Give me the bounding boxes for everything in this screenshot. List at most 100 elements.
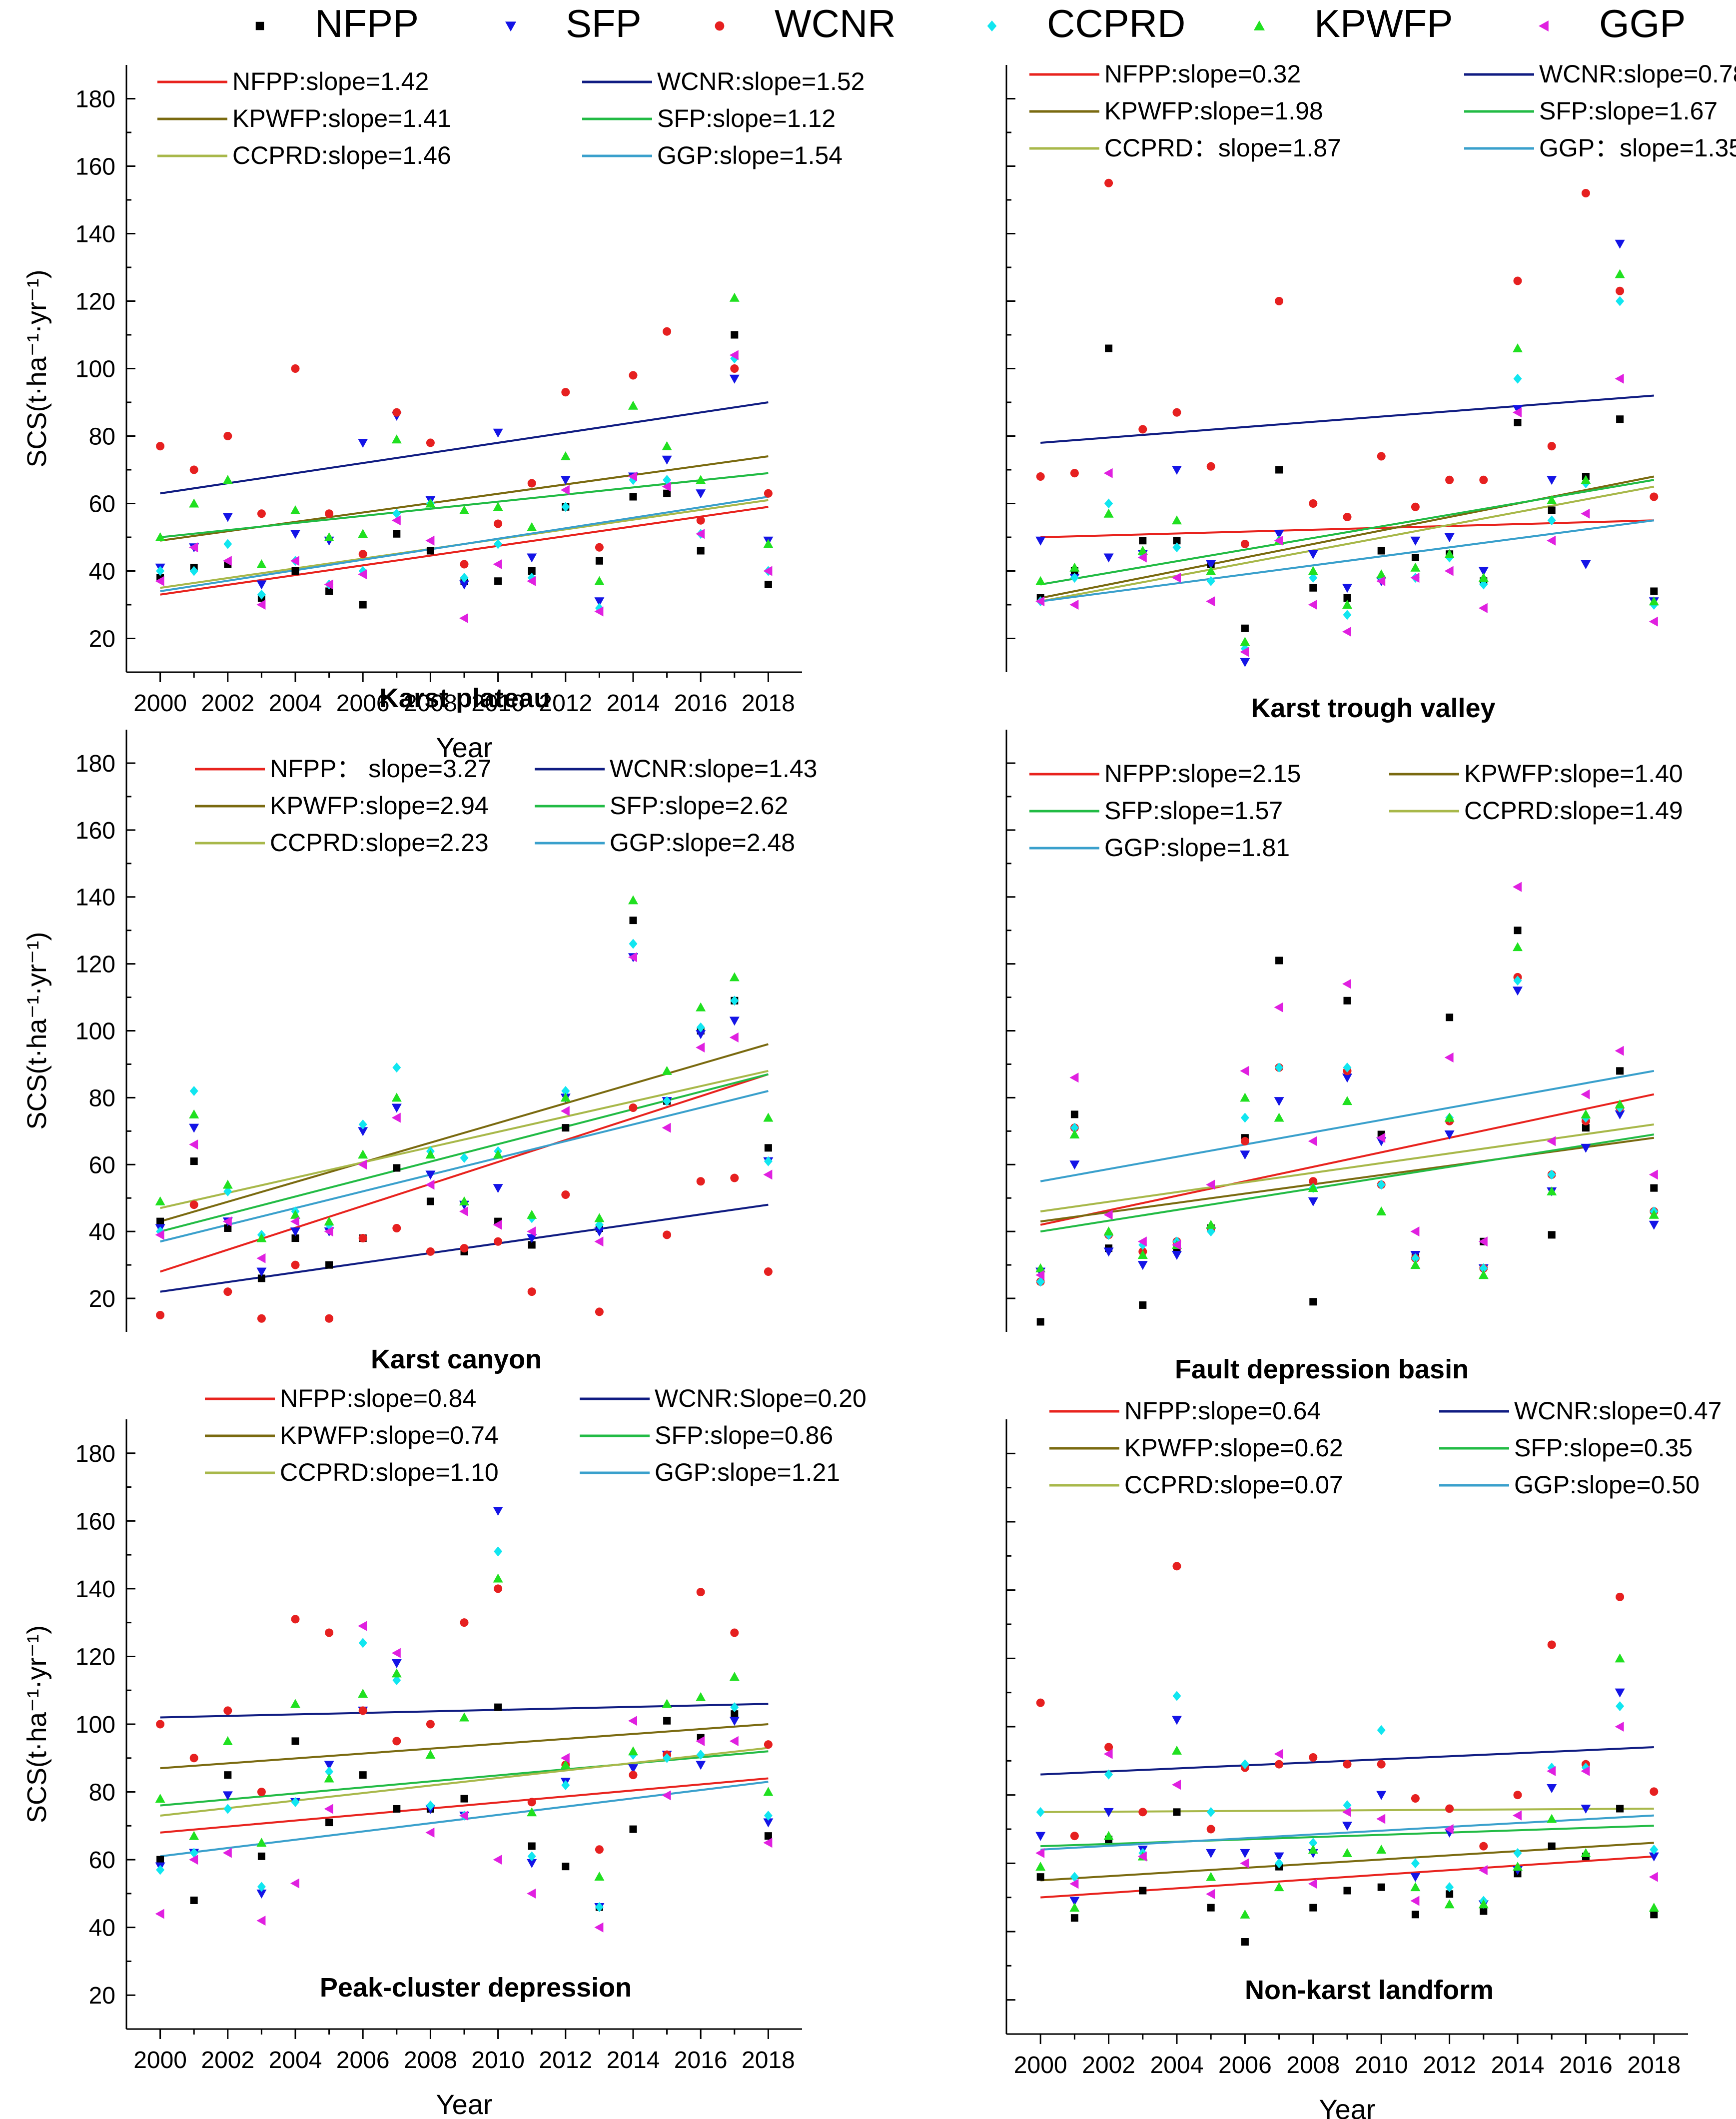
point-kpwfp: [324, 1216, 334, 1226]
trend-legend-label-wcnr: WCNR:Slope=0.20: [655, 1384, 867, 1412]
point-ccprd: [1275, 1858, 1284, 1869]
point-ccprd: [730, 1702, 739, 1713]
point-nfpp: [1548, 1842, 1556, 1850]
point-ggp: [1547, 1136, 1556, 1146]
point-wcnr: [629, 1771, 638, 1780]
point-wcnr: [764, 1740, 773, 1749]
point-nfpp: [426, 1197, 434, 1205]
legend-label-kpwfp: KPWFP: [1314, 1, 1453, 45]
trend-legend-label-ccprd: CCPRD:slope=2.23: [270, 829, 489, 857]
point-ggp: [560, 1753, 570, 1763]
point-kpwfp: [729, 1672, 740, 1681]
point-kpwfp: [628, 400, 638, 410]
trend-legend-label-ggp: GGP：slope=1.35: [1539, 134, 1736, 162]
point-wcnr: [730, 364, 739, 373]
point-nfpp: [1514, 927, 1522, 935]
point-nfpp: [460, 1795, 468, 1803]
point-nfpp: [257, 1274, 265, 1282]
point-nfpp: [291, 567, 299, 575]
y-tick-label: 80: [89, 1780, 115, 1806]
point-wcnr: [1616, 286, 1625, 295]
point-kpwfp: [155, 1196, 165, 1205]
point-nfpp: [1275, 466, 1283, 474]
trend-legend-label-nfpp: NFPP:slope=0.64: [1124, 1397, 1321, 1425]
point-ccprd: [1070, 1122, 1079, 1133]
point-ggp: [1513, 882, 1522, 892]
point-wcnr: [1377, 452, 1386, 461]
point-sfp: [391, 1103, 402, 1113]
point-ccprd: [257, 1882, 266, 1892]
point-ggp: [324, 579, 333, 590]
point-sfp: [1308, 550, 1318, 559]
point-nfpp: [629, 1825, 637, 1833]
point-kpwfp: [1376, 1845, 1387, 1854]
point-kpwfp: [425, 1750, 436, 1759]
legend-entry-kpwfp: KPWFP: [1254, 1, 1453, 45]
point-kpwfp: [1410, 1882, 1421, 1892]
point-ccprd: [223, 1804, 232, 1814]
point-kpwfp: [1615, 269, 1625, 278]
point-ggp: [1478, 603, 1488, 613]
y-tick-label: 20: [89, 626, 115, 653]
point-ccprd: [696, 1750, 705, 1760]
point-sfp: [256, 1267, 267, 1277]
point-kpwfp: [1615, 1653, 1625, 1663]
point-wcnr: [1036, 1698, 1045, 1707]
point-kpwfp: [1103, 1226, 1114, 1236]
triangle-up-icon: [1254, 20, 1265, 30]
point-ggp: [1103, 1209, 1113, 1220]
trend-legend-label-ccprd: CCPRD:slope=1.10: [280, 1458, 499, 1486]
y-tick-label: 160: [75, 1508, 115, 1535]
point-ccprd: [1377, 1725, 1386, 1735]
point-ccprd: [629, 939, 638, 949]
point-kpwfp: [1274, 1882, 1284, 1892]
point-nfpp: [190, 1896, 198, 1904]
x-tick-label: 2010: [471, 2047, 525, 2074]
point-wcnr: [1309, 1177, 1318, 1186]
panel-title: Karst canyon: [371, 1344, 542, 1374]
point-ggp: [560, 485, 570, 495]
x-tick-label: 2012: [539, 690, 592, 717]
point-kpwfp: [1581, 1109, 1591, 1118]
point-ggp: [1342, 1807, 1351, 1817]
point-nfpp: [1411, 554, 1419, 561]
point-sfp: [1274, 1852, 1284, 1862]
trend-legend-label-wcnr: WCNR:slope=1.43: [610, 755, 817, 783]
diamond-icon: [987, 20, 997, 31]
point-sfp: [425, 1170, 436, 1180]
point-kpwfp: [1206, 1872, 1216, 1881]
point-ccprd: [392, 1062, 401, 1073]
point-sfp: [1615, 1688, 1625, 1698]
point-ggp: [1581, 1089, 1590, 1099]
point-kpwfp: [1342, 1096, 1352, 1105]
point-ggp: [391, 1648, 401, 1658]
point-kpwfp: [1649, 1209, 1659, 1219]
point-nfpp: [393, 530, 401, 538]
point-ggp: [1649, 1872, 1658, 1882]
point-ggp: [763, 566, 773, 576]
point-ccprd: [1206, 1807, 1215, 1817]
point-nfpp: [1343, 997, 1351, 1005]
point-sfp: [1103, 1808, 1114, 1817]
point-ggp: [628, 1716, 637, 1726]
panel-title: Fault depression basin: [1175, 1354, 1469, 1384]
point-ccprd: [358, 1119, 367, 1129]
point-kpwfp: [1513, 1862, 1523, 1871]
point-ccprd: [1206, 576, 1215, 586]
y-axis-title: SCS(t·ha⁻¹·yr⁻¹): [22, 1625, 52, 1823]
point-ggp: [493, 1855, 502, 1865]
legend-label-sfp: SFP: [566, 1, 642, 45]
circle-icon: [715, 21, 725, 31]
point-wcnr: [696, 516, 705, 525]
trend-line-ggp: [160, 1090, 769, 1243]
point-ggp: [290, 1878, 299, 1889]
point-wcnr: [358, 550, 367, 559]
point-kpwfp: [1513, 343, 1523, 352]
point-sfp: [189, 1123, 199, 1133]
point-ggp: [425, 535, 435, 546]
point-kpwfp: [1035, 1862, 1046, 1871]
point-kpwfp: [696, 1692, 706, 1701]
trend-line-ccprd: [1040, 485, 1655, 603]
point-wcnr: [1275, 1760, 1284, 1769]
point-sfp: [560, 476, 571, 485]
